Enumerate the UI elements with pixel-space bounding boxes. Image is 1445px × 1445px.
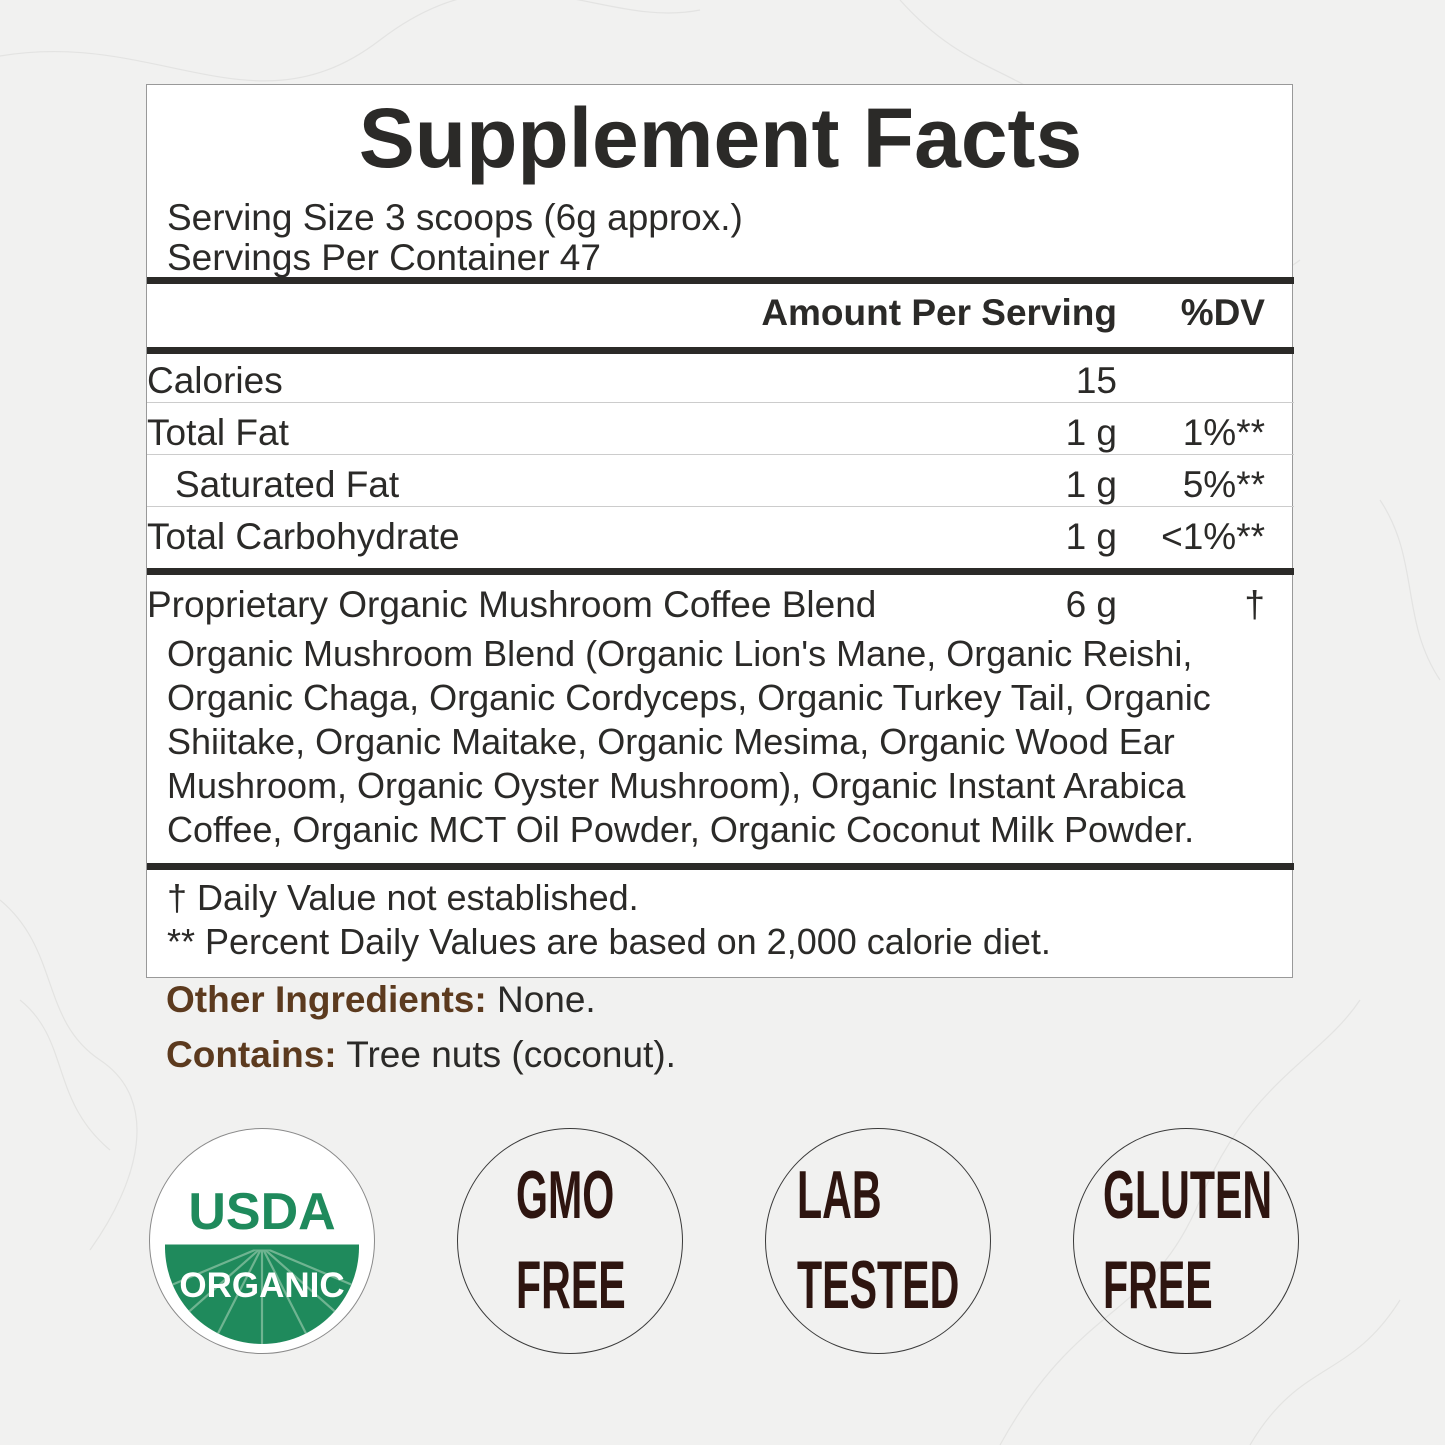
svg-text:USDA: USDA [188, 1183, 335, 1241]
svg-text:ORGANIC: ORGANIC [179, 1266, 344, 1305]
